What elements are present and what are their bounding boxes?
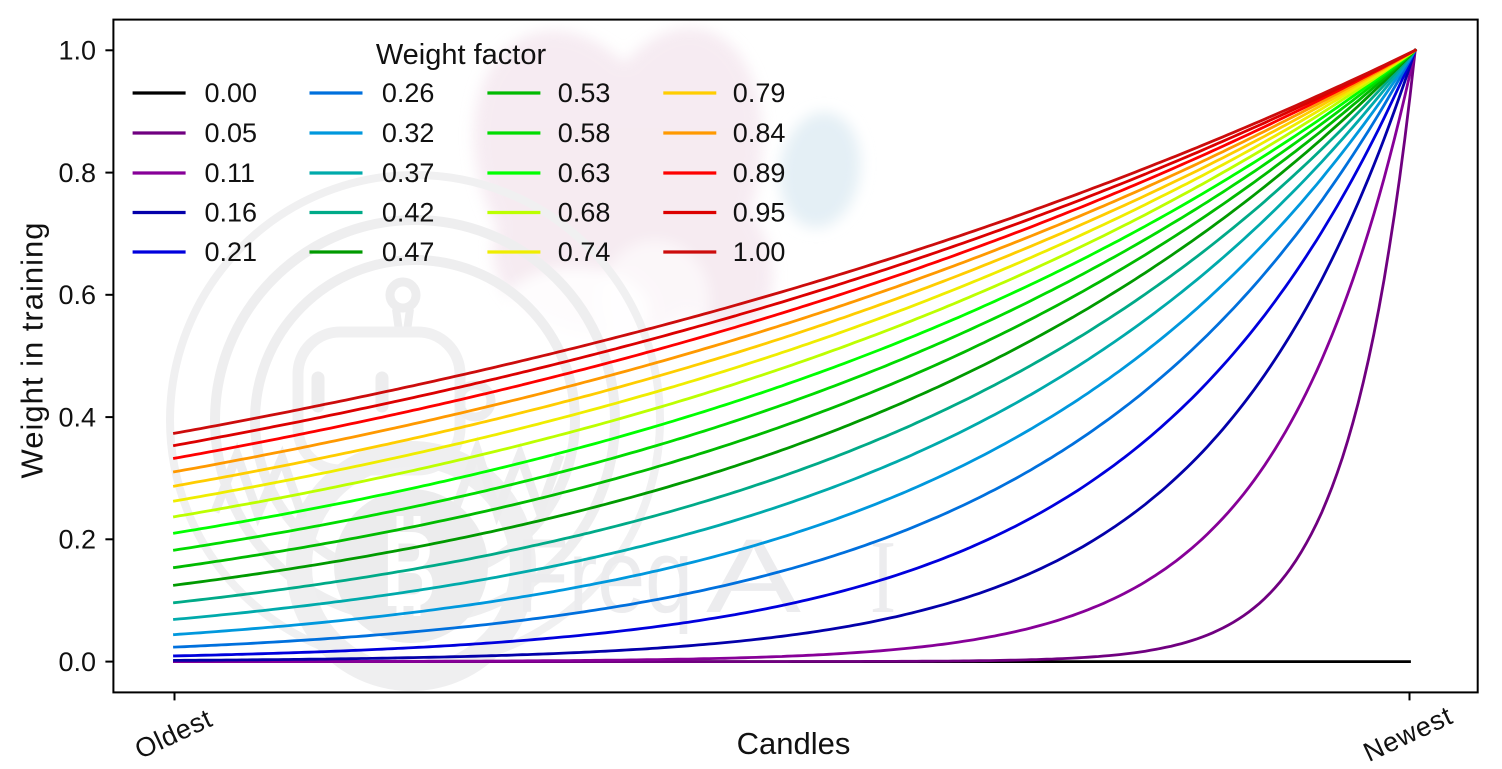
svg-text:0.26: 0.26 — [382, 78, 435, 108]
svg-text:0.63: 0.63 — [558, 158, 611, 188]
svg-text:0.05: 0.05 — [205, 118, 258, 148]
svg-text:0.42: 0.42 — [382, 198, 435, 228]
svg-text:0.8: 0.8 — [58, 158, 96, 188]
svg-text:0.95: 0.95 — [733, 198, 786, 228]
svg-text:0.16: 0.16 — [205, 198, 258, 228]
svg-text:0.89: 0.89 — [733, 158, 786, 188]
svg-text:0.21: 0.21 — [205, 237, 258, 267]
svg-text:0.37: 0.37 — [382, 158, 435, 188]
svg-text:0.0: 0.0 — [58, 647, 96, 677]
svg-text:0.47: 0.47 — [382, 237, 435, 267]
svg-text:Candles: Candles — [737, 726, 851, 761]
svg-text:0.53: 0.53 — [558, 78, 611, 108]
svg-text:0.79: 0.79 — [733, 78, 786, 108]
svg-text:0.58: 0.58 — [558, 118, 611, 148]
svg-text:0.74: 0.74 — [558, 237, 611, 267]
svg-text:0.00: 0.00 — [205, 78, 258, 108]
svg-text:0.11: 0.11 — [205, 158, 256, 188]
svg-text:0.2: 0.2 — [58, 525, 96, 555]
svg-text:Freq: Freq — [516, 518, 693, 635]
svg-text:Weight in training: Weight in training — [15, 222, 50, 479]
svg-text:0.68: 0.68 — [558, 198, 611, 228]
svg-text:0.84: 0.84 — [733, 118, 786, 148]
svg-text:1.0: 1.0 — [58, 36, 96, 66]
svg-text:1.00: 1.00 — [733, 237, 786, 267]
svg-text:0.32: 0.32 — [382, 118, 435, 148]
svg-text:0.6: 0.6 — [58, 280, 96, 310]
svg-text:0.4: 0.4 — [58, 402, 96, 432]
svg-text:Weight factor: Weight factor — [376, 39, 547, 71]
